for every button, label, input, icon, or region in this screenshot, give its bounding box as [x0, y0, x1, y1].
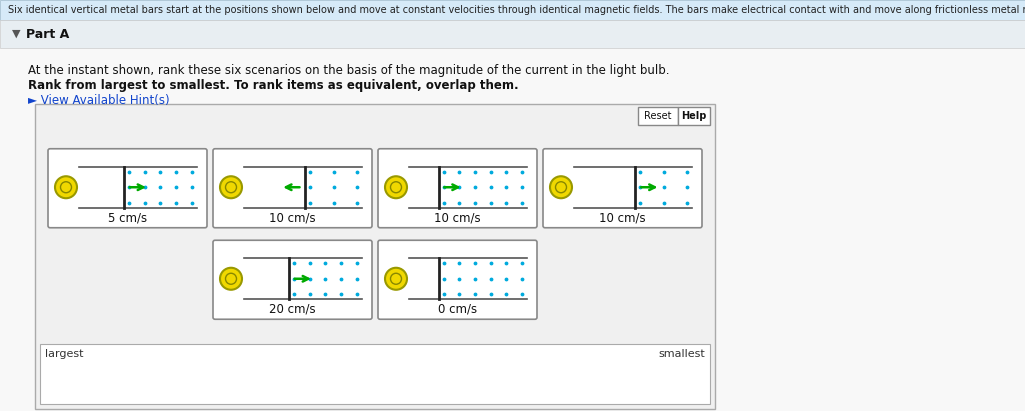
Text: ▼: ▼: [12, 29, 20, 39]
Text: Rank from largest to smallest. To rank items as equivalent, overlap them.: Rank from largest to smallest. To rank i…: [28, 79, 519, 92]
FancyBboxPatch shape: [378, 149, 537, 228]
Text: Reset: Reset: [645, 111, 671, 121]
FancyBboxPatch shape: [48, 149, 207, 228]
Circle shape: [385, 176, 407, 198]
Bar: [40, 344, 710, 404]
Text: Part A: Part A: [26, 28, 70, 41]
Text: 5 cm/s: 5 cm/s: [108, 211, 147, 224]
Circle shape: [550, 176, 572, 198]
Text: 10 cm/s: 10 cm/s: [600, 211, 646, 224]
Bar: [0, 0, 1025, 20]
Text: 20 cm/s: 20 cm/s: [270, 303, 316, 316]
Text: largest: largest: [45, 349, 83, 359]
Circle shape: [220, 176, 242, 198]
Bar: [35, 104, 715, 409]
Text: 10 cm/s: 10 cm/s: [435, 211, 481, 224]
Text: smallest: smallest: [658, 349, 705, 359]
FancyBboxPatch shape: [213, 240, 372, 319]
FancyBboxPatch shape: [213, 149, 372, 228]
Circle shape: [220, 268, 242, 290]
Circle shape: [55, 176, 77, 198]
Text: 10 cm/s: 10 cm/s: [270, 211, 316, 224]
Text: 0 cm/s: 0 cm/s: [438, 303, 477, 316]
Circle shape: [385, 268, 407, 290]
Text: ► View Available Hint(s): ► View Available Hint(s): [28, 94, 169, 107]
Text: Six identical vertical metal bars start at the positions shown below and move at: Six identical vertical metal bars start …: [8, 5, 1025, 15]
FancyBboxPatch shape: [378, 240, 537, 319]
FancyBboxPatch shape: [543, 149, 702, 228]
Text: At the instant shown, rank these six scenarios on the basis of the magnitude of : At the instant shown, rank these six sce…: [28, 64, 669, 77]
Bar: [0, 20, 1025, 48]
FancyBboxPatch shape: [638, 107, 678, 125]
Text: Help: Help: [682, 111, 706, 121]
FancyBboxPatch shape: [678, 107, 710, 125]
